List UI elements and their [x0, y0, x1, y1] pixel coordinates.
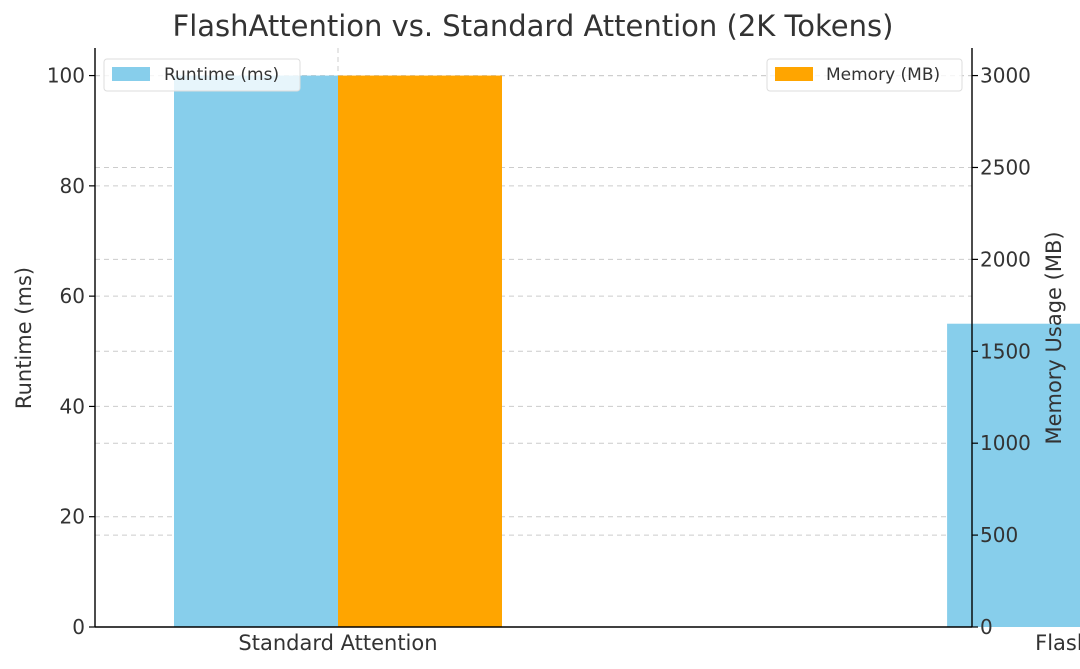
y-right-tick-label-2: 1000 [980, 431, 1031, 455]
legend-runtime-label: Runtime (ms) [164, 65, 279, 85]
y-left-tick-label-3: 60 [60, 284, 85, 308]
y-axis-right-label: Memory Usage (MB) [1042, 231, 1066, 444]
legend-memory-label: Memory (MB) [826, 65, 940, 85]
legend-memory: Memory (MB) [766, 58, 963, 92]
y-axis-left-label: Runtime (ms) [12, 267, 36, 409]
y-right-tick-label-1: 500 [980, 523, 1018, 547]
x-tick-label-0: Standard Attention [238, 631, 437, 655]
legend-runtime: Runtime (ms) [103, 58, 301, 92]
x-tick-label-1: FlashAttention [1035, 631, 1080, 655]
y-right-tick-label-3: 1500 [980, 339, 1031, 363]
y-left-tick-label-2: 40 [60, 394, 85, 418]
y-right-tick-label-5: 2500 [980, 155, 1031, 179]
y-right-tick-label-0: 0 [980, 615, 993, 639]
y-right-tick-label-4: 2000 [980, 247, 1031, 271]
bar-memory-0 [338, 75, 502, 628]
legend-memory-swatch [775, 67, 813, 81]
legend-runtime-swatch [112, 67, 150, 81]
y-left-tick-label-1: 20 [60, 505, 85, 529]
y-left-tick-label-5: 100 [47, 64, 85, 88]
category-labels: Standard Attention FlashAttention [238, 631, 1080, 655]
bars [174, 75, 1080, 628]
y-right-tick-label-6: 3000 [980, 64, 1031, 88]
right-ticks: 0 500 1000 1500 2000 2500 3000 [972, 64, 1031, 639]
axes [94, 48, 973, 628]
left-ticks: 0 20 40 60 80 100 [47, 64, 95, 639]
y-left-tick-label-0: 0 [72, 615, 85, 639]
chart-title: FlashAttention vs. Standard Attention (2… [173, 9, 894, 43]
y-left-tick-label-4: 80 [60, 174, 85, 198]
bar-runtime-0 [174, 75, 338, 628]
bar-runtime-1 [947, 323, 1080, 627]
